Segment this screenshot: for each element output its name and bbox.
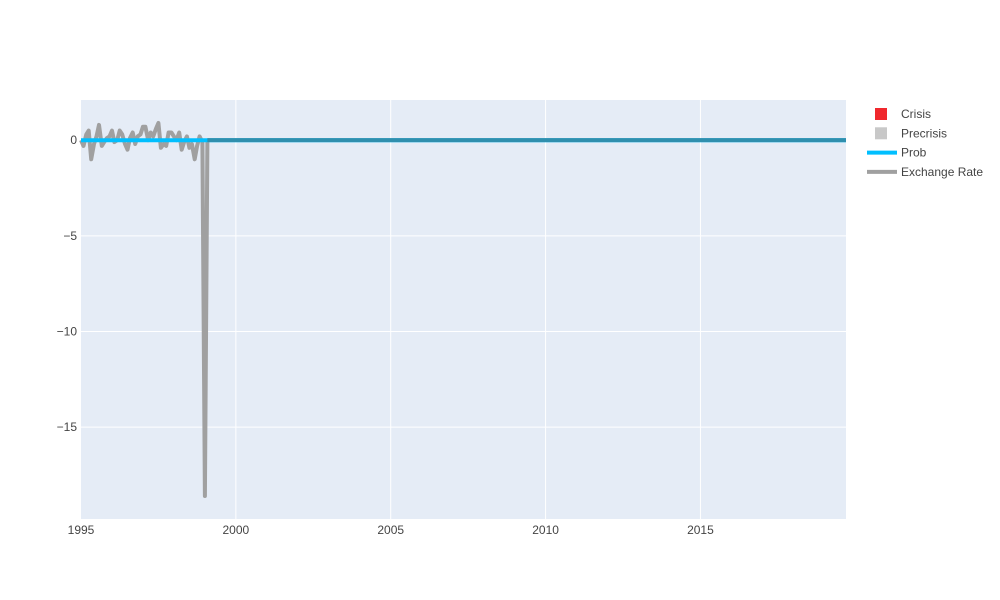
plot-background xyxy=(81,100,846,519)
series-line-exchange-rate[interactable] xyxy=(79,121,210,498)
legend-label: Precrisis xyxy=(901,126,947,140)
x-tick-label: 2015 xyxy=(687,523,714,537)
y-tick-label: −5 xyxy=(63,229,77,243)
x-tick-label: 2010 xyxy=(532,523,559,537)
legend-label: Crisis xyxy=(901,107,931,121)
x-tick-label: 1995 xyxy=(68,523,95,537)
legend[interactable]: Crisis Precrisis Prob Exchange Rate xyxy=(867,107,983,179)
x-tick-label: 2000 xyxy=(223,523,250,537)
legend-item-prob[interactable]: Prob xyxy=(867,146,927,160)
y-axis-ticks: 0 −5 −10 −15 xyxy=(57,133,78,434)
legend-label: Prob xyxy=(901,146,927,160)
x-axis-ticks: 1995 2000 2005 2010 2015 xyxy=(68,523,714,537)
x-tick-label: 2005 xyxy=(377,523,404,537)
legend-item-exchange-rate[interactable]: Exchange Rate xyxy=(867,165,983,179)
y-tick-label: −10 xyxy=(57,325,78,339)
series-layer xyxy=(79,121,846,498)
y-tick-label: −15 xyxy=(57,420,78,434)
y-tick-label: 0 xyxy=(70,133,77,147)
legend-swatch xyxy=(875,108,887,120)
legend-swatch xyxy=(875,127,887,140)
legend-item-crisis[interactable]: Crisis xyxy=(875,107,931,121)
legend-item-precrisis[interactable]: Precrisis xyxy=(875,126,947,140)
legend-label: Exchange Rate xyxy=(901,165,983,179)
